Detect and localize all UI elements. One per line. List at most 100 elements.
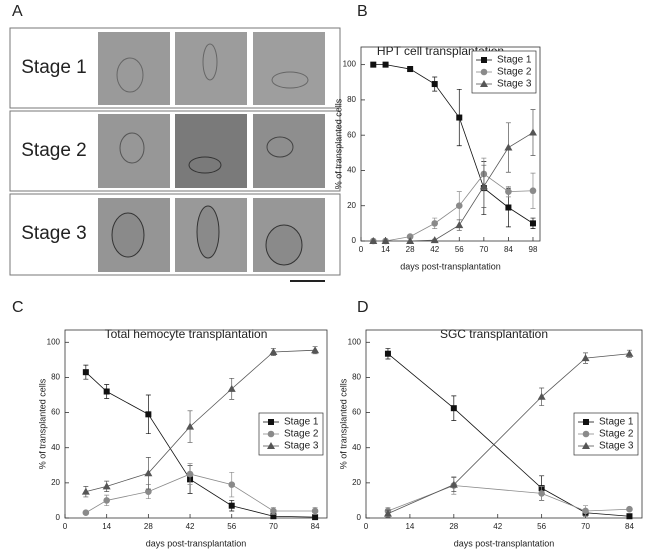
- y-tick-label: 100: [348, 337, 362, 346]
- marker: [582, 507, 589, 515]
- x-tick-label: 42: [493, 522, 502, 531]
- series-line: [85, 473, 316, 514]
- marker: [449, 480, 458, 488]
- x-tick-label: 70: [581, 522, 590, 531]
- y-tick-label: 0: [352, 236, 357, 245]
- x-tick-label: 70: [479, 245, 488, 254]
- stage-label: Stage 2: [21, 140, 87, 161]
- x-tick-label: 0: [359, 245, 364, 254]
- plot-frame: [365, 329, 643, 519]
- y-tick-label: 40: [51, 443, 60, 452]
- micrograph: [175, 114, 247, 188]
- marker: [384, 350, 391, 357]
- marker: [228, 481, 236, 488]
- legend-marker: [267, 442, 275, 449]
- marker: [82, 369, 89, 376]
- marker: [269, 347, 278, 355]
- x-tick-label: 84: [504, 245, 513, 254]
- x-axis-label: days post-transplantation: [146, 538, 247, 548]
- micrograph: [253, 32, 325, 105]
- micrograph: [98, 32, 170, 105]
- x-tick-label: 14: [381, 245, 390, 254]
- cell: [188, 156, 222, 174]
- micrograph: [98, 114, 170, 188]
- x-tick-label: 98: [529, 245, 538, 254]
- marker: [455, 202, 463, 210]
- marker: [479, 182, 488, 190]
- legend-label: Stage 3: [284, 441, 319, 452]
- marker: [529, 187, 537, 195]
- marker: [382, 61, 389, 68]
- y-tick-label: 80: [51, 373, 60, 382]
- marker: [455, 221, 464, 229]
- x-tick-label: 56: [227, 522, 236, 531]
- marker: [144, 469, 153, 477]
- marker: [504, 143, 513, 151]
- legend-marker: [582, 430, 590, 438]
- cell: [119, 132, 145, 164]
- x-tick-label: 42: [186, 522, 195, 531]
- marker: [537, 392, 546, 400]
- marker: [450, 405, 457, 412]
- legend-label: Stage 2: [284, 429, 319, 440]
- marker: [529, 220, 536, 227]
- marker: [407, 66, 414, 73]
- micrograph: [253, 114, 325, 188]
- y-tick-label: 40: [352, 443, 361, 452]
- legend-marker: [583, 419, 589, 425]
- marker: [625, 349, 634, 357]
- series-line: [373, 64, 534, 224]
- y-tick-label: 100: [47, 337, 61, 346]
- x-tick-label: 28: [449, 522, 458, 531]
- y-tick-label: 20: [347, 201, 356, 210]
- stage-label: Stage 3: [21, 223, 87, 244]
- series-line: [373, 173, 533, 242]
- x-tick-label: 0: [63, 522, 68, 531]
- y-tick-label: 60: [352, 408, 361, 417]
- chart-title: Total hemocyte transplantation: [105, 327, 268, 341]
- marker: [581, 354, 590, 362]
- marker: [456, 114, 463, 121]
- marker: [383, 509, 392, 517]
- y-tick-label: 0: [357, 513, 362, 522]
- marker: [145, 488, 152, 495]
- legend-marker: [480, 80, 488, 87]
- legend-marker: [267, 430, 275, 438]
- y-tick-label: 60: [51, 408, 60, 417]
- y-tick-label: 100: [343, 60, 357, 69]
- y-tick-label: 40: [347, 166, 356, 175]
- x-tick-label: 84: [311, 522, 320, 531]
- y-axis-label: % of transplanted cells: [37, 378, 47, 469]
- cell: [271, 71, 309, 89]
- legend-label: Stage 1: [284, 417, 319, 428]
- legend-marker: [268, 419, 274, 425]
- y-tick-label: 20: [352, 478, 361, 487]
- marker: [102, 482, 111, 490]
- cell: [196, 205, 220, 259]
- marker: [431, 220, 439, 227]
- plot-frame: [360, 46, 541, 242]
- y-axis-label: % of transplanted cells: [333, 98, 343, 189]
- y-tick-label: 80: [352, 373, 361, 382]
- marker: [228, 502, 235, 509]
- legend-marker: [481, 57, 487, 63]
- legend-marker: [582, 442, 590, 449]
- marker: [186, 470, 194, 478]
- stage-label: Stage 1: [21, 57, 87, 78]
- legend-label: Stage 3: [599, 441, 634, 452]
- marker: [270, 507, 277, 515]
- y-axis-label: % of transplanted cells: [338, 378, 348, 469]
- marker: [145, 411, 152, 418]
- series-line: [373, 132, 534, 242]
- marker: [103, 388, 110, 395]
- legend-label: Stage 1: [599, 417, 634, 428]
- legend-label: Stage 2: [497, 67, 532, 78]
- marker: [311, 507, 319, 515]
- legend-label: Stage 2: [599, 429, 634, 440]
- x-tick-label: 14: [102, 522, 111, 531]
- marker: [505, 188, 512, 195]
- legend-label: Stage 3: [497, 79, 532, 90]
- x-tick-label: 42: [430, 245, 439, 254]
- x-axis-label: days post-transplantation: [454, 538, 555, 548]
- marker: [406, 237, 415, 244]
